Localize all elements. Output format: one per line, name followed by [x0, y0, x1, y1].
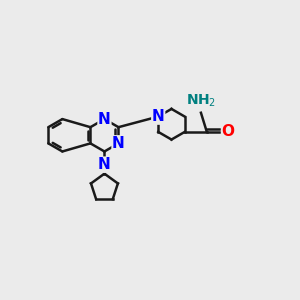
Text: N: N: [152, 109, 165, 124]
Text: N: N: [112, 136, 125, 151]
Text: N: N: [98, 157, 111, 172]
Text: N: N: [98, 112, 111, 127]
Text: O: O: [221, 124, 235, 140]
Text: NH$_2$: NH$_2$: [186, 93, 216, 109]
